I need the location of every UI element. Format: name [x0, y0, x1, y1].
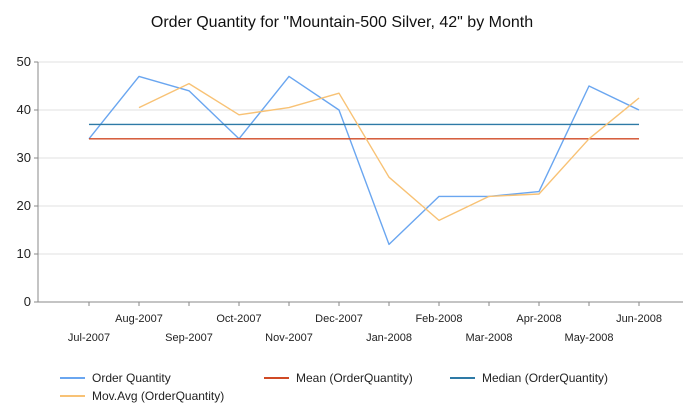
data-point — [338, 138, 340, 140]
data-point — [138, 123, 140, 125]
data-point — [188, 83, 190, 85]
data-point — [538, 123, 540, 125]
data-point — [388, 138, 390, 140]
data-point — [338, 123, 340, 125]
legend: Order Quantity Mean (OrderQuantity) Median… — [60, 371, 608, 403]
data-point — [238, 123, 240, 125]
data-point — [488, 195, 490, 197]
data-point — [188, 90, 190, 92]
data-point — [288, 75, 290, 77]
y-tick-label: 40 — [17, 102, 31, 117]
data-point — [188, 123, 190, 125]
data-point — [538, 138, 540, 140]
data-point — [88, 123, 90, 125]
data-point — [588, 85, 590, 87]
data-point — [338, 109, 340, 111]
data-point — [188, 138, 190, 140]
data-point — [138, 75, 140, 77]
data-point — [88, 138, 90, 140]
data-point — [438, 195, 440, 197]
data-point — [138, 107, 140, 109]
data-point — [338, 92, 340, 94]
x-tick-label: Sep-2007 — [165, 332, 213, 344]
y-tick-label: 20 — [17, 198, 31, 213]
data-point — [588, 123, 590, 125]
data-point — [288, 107, 290, 109]
x-tick-label: Jan-2008 — [366, 332, 412, 344]
data-point — [438, 123, 440, 125]
x-tick-label: Jun-2008 — [616, 313, 662, 325]
x-tick-label: Aug-2007 — [115, 313, 163, 325]
axes — [34, 61, 683, 306]
y-tick-label: 50 — [17, 54, 31, 69]
data-point — [288, 123, 290, 125]
series-line-order-quantity — [88, 75, 640, 246]
data-point — [238, 114, 240, 116]
data-point — [488, 138, 490, 140]
data-point — [388, 243, 390, 245]
data-point — [538, 193, 540, 195]
legend-label-mov-avg-orderquantity: Mov.Avg (OrderQuantity) — [92, 389, 224, 403]
legend-label-order-quantity: Order Quantity — [92, 371, 171, 385]
data-point — [638, 97, 640, 99]
x-tick-label: May-2008 — [565, 332, 614, 344]
y-tick-label: 0 — [24, 294, 31, 309]
data-point — [388, 176, 390, 178]
y-tick-label: 10 — [17, 246, 31, 261]
y-tick-label: 30 — [17, 150, 31, 165]
x-tick-label: Mar-2008 — [465, 332, 512, 344]
y-axis-ticks: 0 10 20 30 40 50 — [17, 54, 31, 309]
series-lines — [88, 75, 640, 246]
gridlines — [38, 61, 683, 255]
data-point — [438, 138, 440, 140]
x-tick-label: Jul-2007 — [68, 332, 110, 344]
x-tick-label: Nov-2007 — [265, 332, 313, 344]
x-tick-label: Feb-2008 — [415, 313, 462, 325]
data-point — [638, 123, 640, 125]
legend-label-mean-orderquantity: Mean (OrderQuantity) — [296, 371, 413, 385]
series-line-mov-avg-orderquantity — [138, 82, 640, 222]
data-point — [638, 138, 640, 140]
data-point — [588, 138, 590, 140]
data-point — [288, 138, 290, 140]
x-tick-label: Dec-2007 — [315, 313, 363, 325]
chart-title: Order Quantity for "Mountain-500 Silver,… — [151, 14, 533, 31]
data-point — [388, 123, 390, 125]
legend-label-median-orderquantity: Median (OrderQuantity) — [482, 371, 608, 385]
x-tick-label: Apr-2008 — [516, 313, 561, 325]
data-point — [138, 138, 140, 140]
data-point — [238, 138, 240, 140]
data-point — [638, 109, 640, 111]
data-point — [488, 123, 490, 125]
data-point — [438, 219, 440, 221]
x-tick-label: Oct-2007 — [216, 313, 261, 325]
